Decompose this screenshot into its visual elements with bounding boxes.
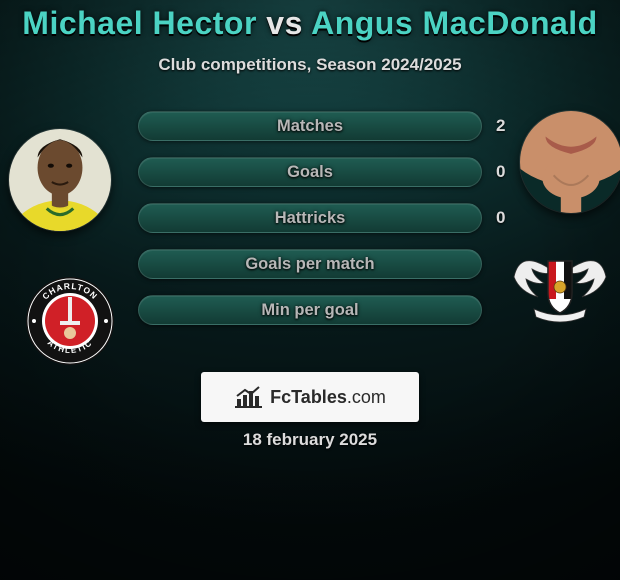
brand-name: FcTables <box>270 387 347 407</box>
brand-chart-icon <box>234 385 264 409</box>
player-a-avatar <box>9 129 111 231</box>
stat-row: Min per goal <box>138 295 482 325</box>
title-player-a: Michael Hector <box>22 5 257 41</box>
comparison-title: Michael Hector vs Angus MacDonald <box>0 0 620 41</box>
stat-row: Goals per match <box>138 249 482 279</box>
brand-box[interactable]: FcTables.com <box>201 372 419 422</box>
stat-value-right: 0 <box>496 203 505 233</box>
stat-row: Matches2 <box>138 111 482 141</box>
player-b-svg <box>520 111 620 213</box>
stat-label: Goals <box>138 157 482 187</box>
stat-row: Hattricks0 <box>138 203 482 233</box>
stat-label: Hattricks <box>138 203 482 233</box>
player-b-avatar <box>520 111 620 213</box>
player-a-club-badge: CHARLTON ATHLETIC <box>20 271 120 371</box>
title-vs: vs <box>257 5 311 41</box>
brand-text: FcTables.com <box>270 387 386 408</box>
club-b-svg <box>510 247 610 327</box>
stat-label: Goals per match <box>138 249 482 279</box>
player-a-svg <box>9 129 111 231</box>
brand-suffix: .com <box>347 387 386 407</box>
stat-label: Min per goal <box>138 295 482 325</box>
date-label: 18 february 2025 <box>0 430 620 450</box>
stats-bars: Matches2 Goals0 Hattricks0 Goals per match M… <box>138 111 482 341</box>
stat-value-right: 0 <box>496 157 505 187</box>
title-player-b: Angus MacDonald <box>311 5 598 41</box>
stat-value-right: 2 <box>496 111 505 141</box>
stat-label: Matches <box>138 111 482 141</box>
player-b-club-badge <box>510 247 610 347</box>
club-a-svg: CHARLTON ATHLETIC <box>20 271 120 371</box>
stat-row: Goals0 <box>138 157 482 187</box>
subtitle: Club competitions, Season 2024/2025 <box>0 55 620 75</box>
